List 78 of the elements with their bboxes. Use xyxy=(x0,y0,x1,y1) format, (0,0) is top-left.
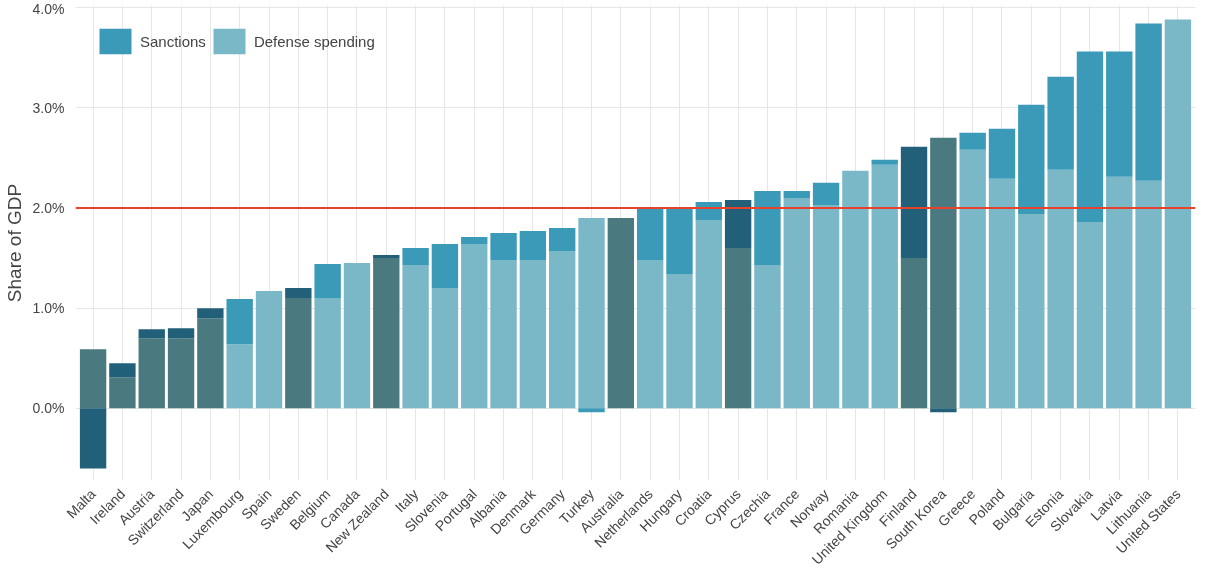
y-axis-title: Share of GDP xyxy=(3,183,25,303)
bar xyxy=(109,377,136,409)
bar xyxy=(871,159,898,165)
bar xyxy=(636,260,664,409)
bar xyxy=(1106,51,1133,177)
bar xyxy=(549,251,576,409)
bar xyxy=(431,244,459,289)
bar xyxy=(167,328,195,339)
y-tick-label: 4.0% xyxy=(32,0,65,17)
bar xyxy=(930,137,957,409)
y-tick-label: 3.0% xyxy=(32,99,65,116)
bar xyxy=(900,146,928,259)
bar xyxy=(578,408,605,413)
bar xyxy=(1135,23,1162,181)
bar xyxy=(724,199,752,249)
bar xyxy=(109,363,136,378)
bar xyxy=(373,258,400,409)
legend-label: Defense spending xyxy=(253,32,375,50)
y-tick-label: 2.0% xyxy=(32,199,65,216)
bar xyxy=(138,338,165,409)
bar xyxy=(900,258,928,409)
y-tick-label: 1.0% xyxy=(32,300,65,317)
bar xyxy=(988,128,1016,179)
bar xyxy=(549,227,576,252)
bar xyxy=(79,349,107,409)
bar xyxy=(138,329,165,339)
bar xyxy=(930,408,957,413)
bar xyxy=(490,260,517,409)
bar xyxy=(373,255,400,259)
bar xyxy=(1164,19,1192,409)
bar xyxy=(959,149,986,409)
bar xyxy=(197,308,224,319)
legend-label: Sanctions xyxy=(140,32,206,50)
bar xyxy=(1106,176,1133,409)
bar xyxy=(783,190,810,198)
bar xyxy=(314,264,341,299)
bar xyxy=(1018,104,1045,214)
bar xyxy=(343,263,371,409)
bar xyxy=(871,164,898,409)
bar xyxy=(461,244,488,409)
bar xyxy=(695,219,722,409)
bar xyxy=(197,318,224,409)
bar xyxy=(724,248,752,409)
bar xyxy=(285,298,312,409)
bar xyxy=(1135,180,1162,409)
bar xyxy=(666,206,693,275)
bar xyxy=(519,230,547,261)
bar xyxy=(636,207,664,261)
bar xyxy=(285,288,312,299)
bar xyxy=(431,288,459,409)
bar xyxy=(754,190,781,266)
bar xyxy=(783,197,810,409)
bar xyxy=(314,298,341,409)
bar xyxy=(402,265,429,409)
bar xyxy=(167,338,195,409)
bar xyxy=(461,236,488,244)
bar xyxy=(226,299,253,345)
bar xyxy=(255,291,283,409)
bar xyxy=(79,408,107,469)
bar xyxy=(1047,169,1074,409)
bar xyxy=(402,248,429,266)
bar xyxy=(1076,51,1104,222)
bar xyxy=(842,170,869,409)
bar xyxy=(754,265,781,409)
bar xyxy=(578,217,605,409)
bar xyxy=(959,132,986,150)
bar xyxy=(1018,213,1045,409)
bar xyxy=(226,344,253,409)
bar xyxy=(988,178,1016,409)
bar xyxy=(1076,221,1104,409)
bar xyxy=(490,232,517,261)
bar xyxy=(1047,76,1074,170)
bar xyxy=(666,274,693,409)
bar xyxy=(519,260,547,409)
y-tick-label: 0.0% xyxy=(32,400,65,417)
bar xyxy=(607,217,635,409)
bar xyxy=(812,182,840,205)
bar xyxy=(812,204,840,409)
